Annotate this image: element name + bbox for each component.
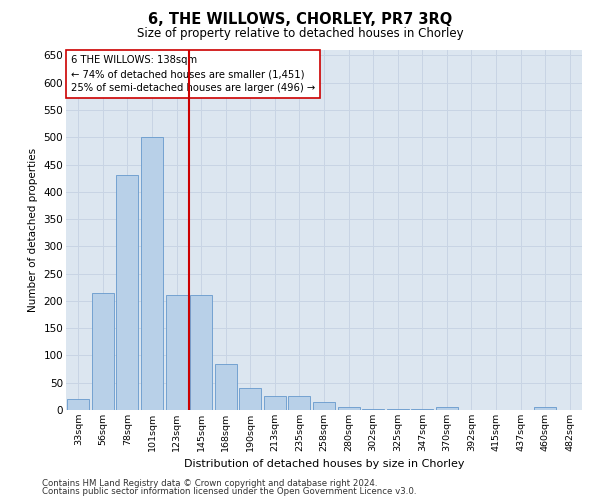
Bar [436, 408, 458, 410]
Bar [386, 409, 409, 410]
Bar [411, 409, 433, 410]
Bar [338, 408, 359, 410]
Bar [67, 399, 89, 410]
Bar [141, 138, 163, 410]
Bar [264, 396, 286, 410]
Text: Size of property relative to detached houses in Chorley: Size of property relative to detached ho… [137, 28, 463, 40]
Text: 6 THE WILLOWS: 138sqm
← 74% of detached houses are smaller (1,451)
25% of semi-d: 6 THE WILLOWS: 138sqm ← 74% of detached … [71, 56, 316, 94]
Bar [190, 296, 212, 410]
Bar [166, 296, 188, 410]
Bar [239, 388, 262, 410]
Text: Contains HM Land Registry data © Crown copyright and database right 2024.: Contains HM Land Registry data © Crown c… [42, 478, 377, 488]
X-axis label: Distribution of detached houses by size in Chorley: Distribution of detached houses by size … [184, 460, 464, 469]
Y-axis label: Number of detached properties: Number of detached properties [28, 148, 38, 312]
Text: Contains public sector information licensed under the Open Government Licence v3: Contains public sector information licen… [42, 487, 416, 496]
Bar [92, 292, 114, 410]
Bar [289, 396, 310, 410]
Bar [215, 364, 237, 410]
Bar [534, 408, 556, 410]
Bar [313, 402, 335, 410]
Bar [116, 176, 139, 410]
Text: 6, THE WILLOWS, CHORLEY, PR7 3RQ: 6, THE WILLOWS, CHORLEY, PR7 3RQ [148, 12, 452, 28]
Bar [362, 409, 384, 410]
